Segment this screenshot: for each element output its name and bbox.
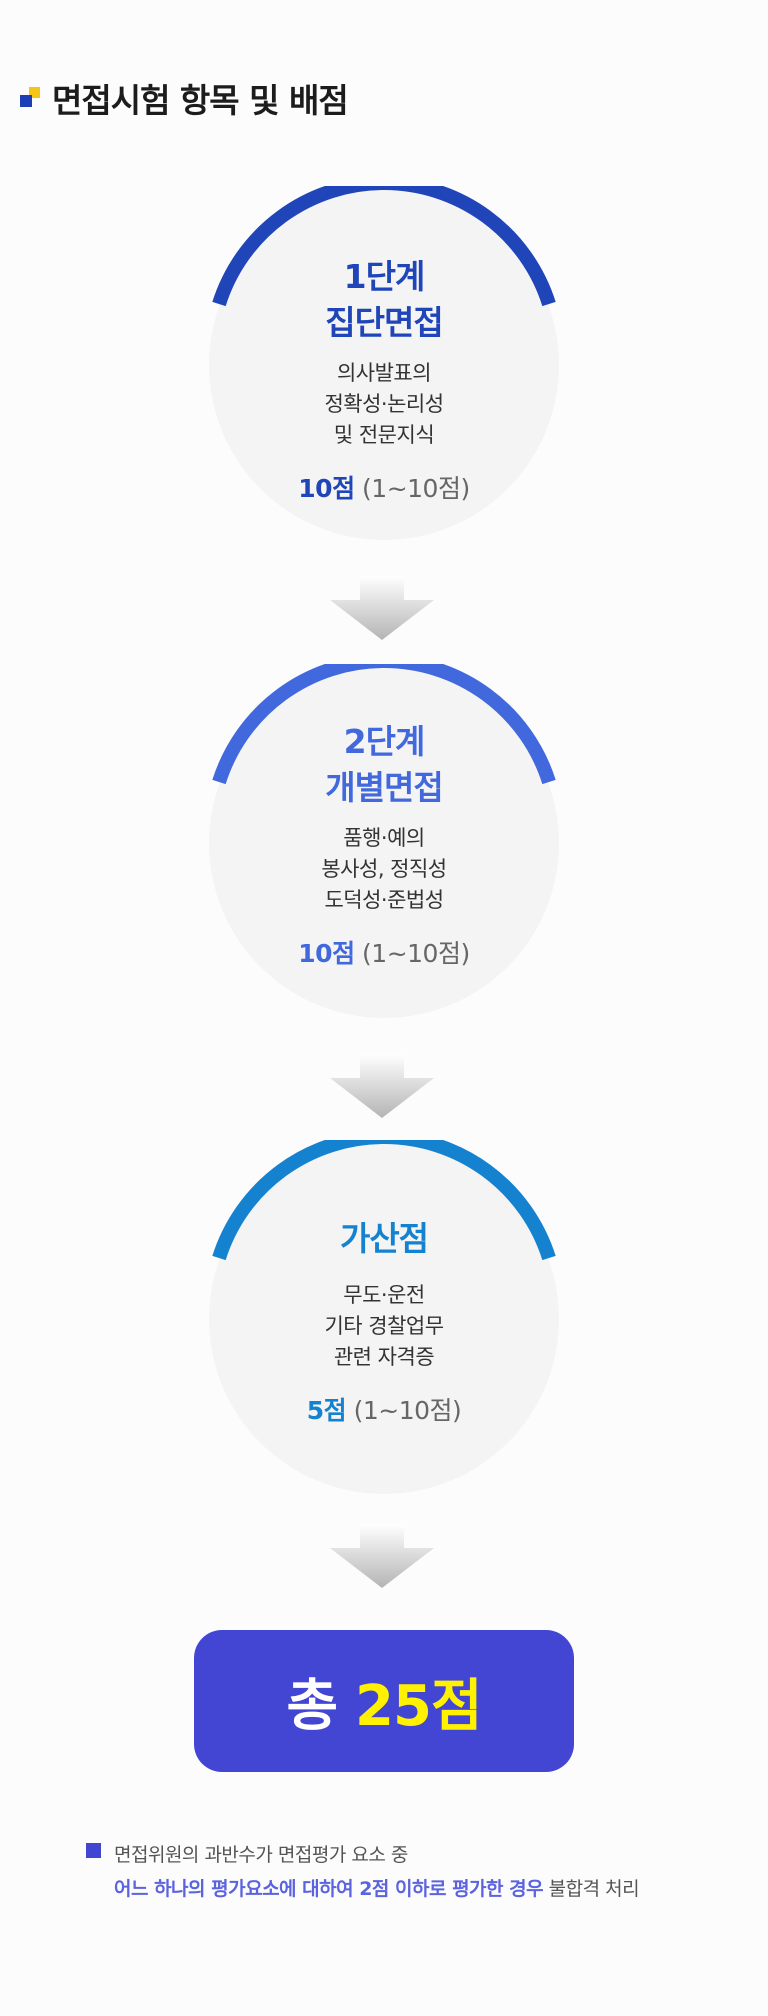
stage-3-name: 가산점 (339, 1219, 429, 1258)
stage-3-score: 5점 (1~10점) (205, 1391, 563, 1427)
down-arrow-icon (330, 1524, 434, 1588)
stage-3-desc-line: 관련 자격증 (333, 1345, 435, 1369)
note-rest: 불합격 처리 (543, 1878, 640, 1900)
stage-2-points: 10점 (298, 939, 355, 968)
note-line-1: 면접위원의 과반수가 면접평가 요소 중 (114, 1844, 408, 1866)
stage-3-card: 가산점 무도·운전 기타 경찰업무 관련 자격증 5점 (1~10점) (205, 1140, 563, 1498)
bullet-square-icon (86, 1843, 101, 1858)
stage-1-step: 1단계 (343, 257, 426, 296)
stage-1-range: (1~10점) (362, 474, 470, 503)
total-score-box: 총 25점 (194, 1630, 574, 1772)
stage-2-card: 2단계 개별면접 품행·예의 봉사성, 정직성 도덕성·준법성 10점 (1~1… (205, 664, 563, 1022)
stage-2-desc-line: 품행·예의 (343, 826, 425, 850)
stage-2-range: (1~10점) (362, 939, 470, 968)
stage-2-description: 품행·예의 봉사성, 정직성 도덕성·준법성 (205, 823, 563, 916)
stage-3-desc-line: 무도·운전 (343, 1283, 425, 1307)
stage-1-desc-line: 및 전문지식 (333, 423, 435, 447)
stage-1-arc (212, 186, 556, 307)
stage-1-desc-line: 의사발표의 (336, 361, 432, 385)
stage-2-desc-line: 봉사성, 정직성 (321, 857, 447, 881)
stage-1-points: 10점 (298, 474, 355, 503)
page-title: 면접시험 항목 및 배점 (52, 81, 349, 120)
stage-3-points: 5점 (306, 1396, 347, 1425)
stage-3-description: 무도·운전 기타 경찰업무 관련 자격증 (205, 1280, 563, 1373)
stage-1-description: 의사발표의 정확성·논리성 및 전문지식 (205, 358, 563, 451)
stage-2-heading: 2단계 개별면접 (205, 719, 563, 811)
stage-1-name: 집단면접 (325, 303, 443, 342)
stage-2-desc-line: 도덕성·준법성 (324, 888, 444, 912)
stage-1-heading: 1단계 집단면접 (205, 254, 563, 346)
stage-1-desc-line: 정확성·논리성 (324, 392, 444, 416)
down-arrow-icon (330, 576, 434, 640)
note-line-2: 어느 하나의 평가요소에 대하여 2점 이하로 평가한 경우 불합격 처리 (114, 1872, 640, 1906)
title-square-icon (20, 87, 42, 109)
total-label: 총 (286, 1673, 339, 1739)
stage-1-score: 10점 (1~10점) (205, 469, 563, 505)
stage-2-name: 개별면접 (325, 768, 443, 807)
stage-circle (209, 190, 559, 540)
total-value: 25점 (355, 1673, 482, 1739)
stage-2-arc (212, 664, 556, 785)
stage-3-desc-line: 기타 경찰업무 (324, 1314, 444, 1338)
down-arrow-icon (330, 1054, 434, 1118)
stage-3-heading: 가산점 (205, 1216, 563, 1262)
stage-circle (209, 668, 559, 1018)
stage-1-card: 1단계 집단면접 의사발표의 정확성·논리성 및 전문지식 10점 (1~10점… (205, 186, 563, 544)
stage-2-score: 10점 (1~10점) (205, 934, 563, 970)
stage-circle (209, 1144, 559, 1494)
stage-3-arc (212, 1140, 556, 1261)
note-highlight: 어느 하나의 평가요소에 대하여 2점 이하로 평가한 경우 (114, 1878, 544, 1900)
section-title: 면접시험 항목 및 배점 (20, 74, 349, 122)
stage-3-range: (1~10점) (353, 1396, 462, 1425)
stage-2-step: 2단계 (343, 722, 426, 761)
